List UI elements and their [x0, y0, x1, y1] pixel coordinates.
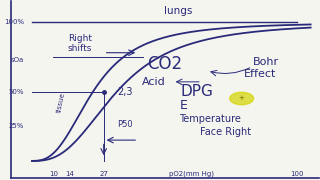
Text: Bohr: Bohr [252, 57, 279, 68]
Text: sOa: sOa [11, 57, 24, 63]
Text: P50: P50 [117, 120, 133, 129]
Text: 50%: 50% [9, 89, 24, 94]
Circle shape [230, 92, 254, 105]
Text: 2,3: 2,3 [117, 87, 133, 96]
Text: 25%: 25% [9, 123, 24, 129]
Text: DPG: DPG [180, 84, 213, 99]
Text: +: + [239, 96, 244, 102]
Text: 14: 14 [65, 171, 74, 177]
Text: E: E [179, 99, 187, 112]
Text: pO2(mm Hg): pO2(mm Hg) [169, 171, 214, 177]
Text: 10: 10 [49, 171, 58, 177]
Text: 100: 100 [291, 171, 304, 177]
Text: shifts: shifts [68, 44, 92, 53]
Text: 100%: 100% [4, 19, 24, 25]
Text: 27: 27 [99, 171, 108, 177]
Text: Temperature: Temperature [179, 114, 241, 124]
Text: CO2: CO2 [147, 55, 182, 73]
Text: tissue: tissue [56, 92, 66, 113]
Text: Effect: Effect [244, 69, 276, 78]
Text: Acid: Acid [142, 77, 166, 87]
Text: Face Right: Face Right [200, 127, 251, 137]
Text: lungs: lungs [164, 6, 192, 16]
Text: Right: Right [68, 34, 92, 43]
